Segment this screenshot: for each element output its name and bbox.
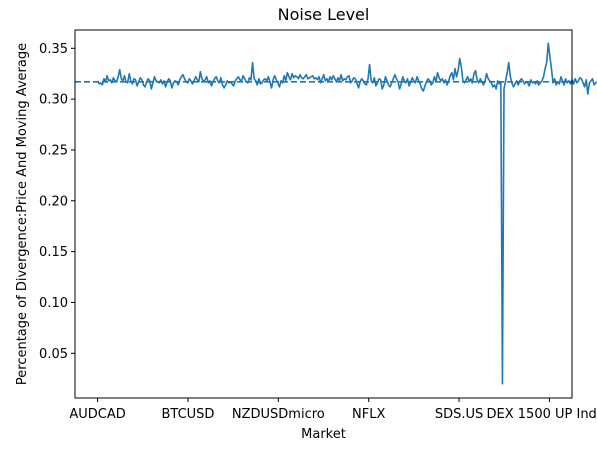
x-tick-label: DEX 1500 UP Index — [487, 407, 597, 422]
x-tick-label: NZDUSDmicro — [232, 407, 325, 422]
x-axis-label: Market — [301, 427, 346, 442]
y-tick-label: 0.15 — [39, 245, 68, 260]
x-tick-label: BTCUSD — [161, 407, 214, 422]
chart-title: Noise Level — [278, 5, 370, 24]
y-tick-label: 0.10 — [39, 296, 68, 311]
x-tick-label: AUDCAD — [69, 407, 125, 422]
plot-frame — [74, 29, 573, 399]
y-tick-label: 0.25 — [39, 143, 68, 158]
x-axis: AUDCAD BTCUSD NZDUSDmicro NFLX SDS.US DEX 150… — [69, 398, 597, 422]
y-axis-label: Percentage of Divergence:Price And Movin… — [15, 43, 30, 385]
y-tick-label: 0.35 — [39, 42, 68, 57]
noise-series-line — [96, 42, 597, 385]
y-tick-label: 0.20 — [39, 194, 68, 209]
y-tick-label: 0.05 — [39, 347, 68, 362]
x-tick-label: SDS.US — [435, 407, 483, 422]
plot-area — [75, 42, 597, 385]
y-tick-label: 0.30 — [39, 93, 68, 108]
x-tick-label: NFLX — [352, 407, 385, 422]
y-axis: 0.05 0.10 0.15 0.20 0.25 0.30 0.35 — [39, 42, 75, 362]
